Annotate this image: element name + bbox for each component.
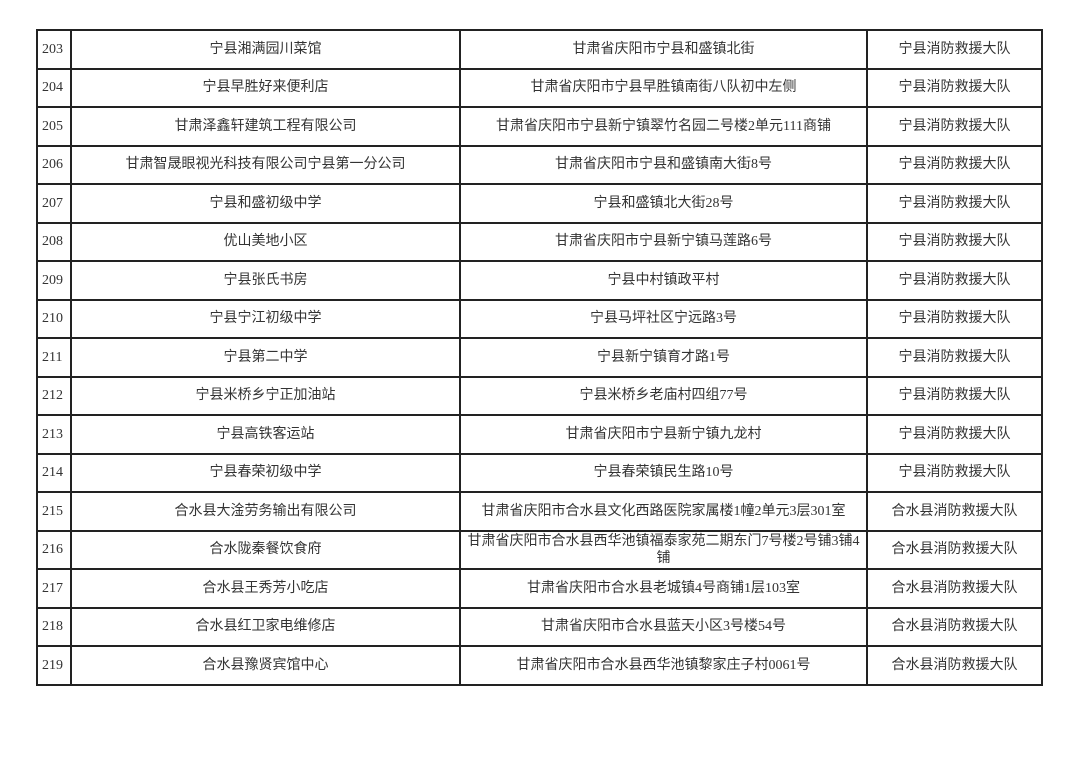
row-number-cell: 210 [36, 298, 72, 339]
unit-name-cell: 宁县早胜好来便利店 [70, 67, 461, 108]
unit-name-cell: 宁县宁江初级中学 [70, 298, 461, 339]
table-body: 203 宁县湘满园川菜馆 甘肃省庆阳市宁县和盛镇北街 宁县消防救援大队 204 宁县早胜好… [36, 29, 1043, 686]
fire-brigade-cell: 宁县消防救援大队 [866, 29, 1043, 70]
table-row: 214 宁县春荣初级中学 宁县春荣镇民生路10号 宁县消防救援大队 [36, 452, 1043, 493]
table-row: 207 宁县和盛初级中学 宁县和盛镇北大街28号 宁县消防救援大队 [36, 183, 1043, 224]
unit-address-cell: 甘肃省庆阳市宁县新宁镇翠竹名园二号楼2单元111商铺 [459, 106, 868, 147]
unit-address-cell: 甘肃省庆阳市宁县和盛镇南大街8号 [459, 144, 868, 185]
table-row: 209 宁县张氏书房 宁县中村镇政平村 宁县消防救援大队 [36, 260, 1043, 301]
row-number-cell: 218 [36, 606, 72, 647]
unit-name-cell: 合水县红卫家电维修店 [70, 606, 461, 647]
fire-brigade-cell: 宁县消防救援大队 [866, 414, 1043, 455]
unit-name-cell: 宁县湘满园川菜馆 [70, 29, 461, 70]
row-number-cell: 205 [36, 106, 72, 147]
unit-name-cell: 宁县第二中学 [70, 337, 461, 378]
row-number-cell: 213 [36, 414, 72, 455]
unit-name-cell: 合水陇秦餐饮食府 [70, 529, 461, 570]
table-row: 208 优山美地小区 甘肃省庆阳市宁县新宁镇马莲路6号 宁县消防救援大队 [36, 221, 1043, 262]
table-row: 203 宁县湘满园川菜馆 甘肃省庆阳市宁县和盛镇北街 宁县消防救援大队 [36, 29, 1043, 70]
table-row: 212 宁县米桥乡宁正加油站 宁县米桥乡老庙村四组77号 宁县消防救援大队 [36, 375, 1043, 416]
fire-brigade-cell: 合水县消防救援大队 [866, 529, 1043, 570]
table-row: 213 宁县高铁客运站 甘肃省庆阳市宁县新宁镇九龙村 宁县消防救援大队 [36, 414, 1043, 455]
row-number-cell: 207 [36, 183, 72, 224]
unit-address-cell: 宁县新宁镇育才路1号 [459, 337, 868, 378]
fire-brigade-cell: 合水县消防救援大队 [866, 568, 1043, 609]
row-number-cell: 211 [36, 337, 72, 378]
unit-name-cell: 合水县大淦劳务输出有限公司 [70, 491, 461, 532]
row-number-cell: 204 [36, 67, 72, 108]
unit-address-cell: 甘肃省庆阳市宁县早胜镇南街八队初中左侧 [459, 67, 868, 108]
unit-name-cell: 合水县王秀芳小吃店 [70, 568, 461, 609]
fire-brigade-cell: 合水县消防救援大队 [866, 645, 1043, 686]
row-number-cell: 215 [36, 491, 72, 532]
fire-brigade-cell: 宁县消防救援大队 [866, 221, 1043, 262]
unit-address-cell: 宁县马坪社区宁远路3号 [459, 298, 868, 339]
unit-name-cell: 甘肃泽鑫轩建筑工程有限公司 [70, 106, 461, 147]
table-row: 206 甘肃智晟眼视光科技有限公司宁县第一分公司 甘肃省庆阳市宁县和盛镇南大街8号宁… [36, 144, 1043, 185]
unit-name-cell: 宁县高铁客运站 [70, 414, 461, 455]
table-row: 216 合水陇秦餐饮食府 甘肃省庆阳市合水县西华池镇福泰家苑二期东门7号楼2号铺3铺… [36, 529, 1043, 570]
unit-name-cell: 合水县豫贤宾馆中心 [70, 645, 461, 686]
unit-name-cell: 宁县和盛初级中学 [70, 183, 461, 224]
unit-name-cell: 宁县春荣初级中学 [70, 452, 461, 493]
row-number-cell: 216 [36, 529, 72, 570]
row-number-cell: 219 [36, 645, 72, 686]
unit-address-cell: 宁县和盛镇北大街28号 [459, 183, 868, 224]
fire-brigade-cell: 宁县消防救援大队 [866, 67, 1043, 108]
fire-brigade-cell: 宁县消防救援大队 [866, 452, 1043, 493]
fire-brigade-cell: 宁县消防救援大队 [866, 298, 1043, 339]
unit-address-cell: 甘肃省庆阳市合水县蓝天小区3号楼54号 [459, 606, 868, 647]
row-number-cell: 214 [36, 452, 72, 493]
unit-address-cell: 甘肃省庆阳市合水县西华池镇黎家庄子村0061号 [459, 645, 868, 686]
table-row: 217 合水县王秀芳小吃店 甘肃省庆阳市合水县老城镇4号商铺1层103室 合水县消防救… [36, 568, 1043, 609]
unit-address-cell: 甘肃省庆阳市合水县老城镇4号商铺1层103室 [459, 568, 868, 609]
fire-brigade-cell: 宁县消防救援大队 [866, 375, 1043, 416]
fire-brigade-cell: 宁县消防救援大队 [866, 183, 1043, 224]
fire-brigade-cell: 合水县消防救援大队 [866, 606, 1043, 647]
row-number-cell: 212 [36, 375, 72, 416]
unit-address-cell: 甘肃省庆阳市宁县和盛镇北街 [459, 29, 868, 70]
table-row: 205 甘肃泽鑫轩建筑工程有限公司 甘肃省庆阳市宁县新宁镇翠竹名园二号楼2单元111… [36, 106, 1043, 147]
unit-address-cell: 甘肃省庆阳市宁县新宁镇九龙村 [459, 414, 868, 455]
row-number-cell: 208 [36, 221, 72, 262]
fire-brigade-cell: 合水县消防救援大队 [866, 491, 1043, 532]
unit-address-cell: 甘肃省庆阳市合水县西华池镇福泰家苑二期东门7号楼2号铺3铺4铺 [459, 529, 868, 570]
unit-name-cell: 宁县米桥乡宁正加油站 [70, 375, 461, 416]
unit-name-cell: 甘肃智晟眼视光科技有限公司宁县第一分公司 [70, 144, 461, 185]
unit-address-cell: 甘肃省庆阳市宁县新宁镇马莲路6号 [459, 221, 868, 262]
unit-list-table: 203 宁县湘满园川菜馆 甘肃省庆阳市宁县和盛镇北街 宁县消防救援大队 204 宁县早胜好… [36, 29, 1043, 686]
table-row: 219 合水县豫贤宾馆中心 甘肃省庆阳市合水县西华池镇黎家庄子村0061号 合水县消防… [36, 645, 1043, 686]
fire-brigade-cell: 宁县消防救援大队 [866, 260, 1043, 301]
table-row: 204 宁县早胜好来便利店 甘肃省庆阳市宁县早胜镇南街八队初中左侧 宁县消防救援大队 [36, 67, 1043, 108]
fire-brigade-cell: 宁县消防救援大队 [866, 144, 1043, 185]
unit-address-cell: 甘肃省庆阳市合水县文化西路医院家属楼1幢2单元3层301室 [459, 491, 868, 532]
unit-name-cell: 优山美地小区 [70, 221, 461, 262]
row-number-cell: 217 [36, 568, 72, 609]
table-row: 210 宁县宁江初级中学 宁县马坪社区宁远路3号 宁县消防救援大队 [36, 298, 1043, 339]
unit-name-cell: 宁县张氏书房 [70, 260, 461, 301]
row-number-cell: 209 [36, 260, 72, 301]
table-row: 218 合水县红卫家电维修店 甘肃省庆阳市合水县蓝天小区3号楼54号 合水县消防救援大… [36, 606, 1043, 647]
unit-address-cell: 宁县中村镇政平村 [459, 260, 868, 301]
fire-brigade-cell: 宁县消防救援大队 [866, 337, 1043, 378]
table-row: 211 宁县第二中学 宁县新宁镇育才路1号 宁县消防救援大队 [36, 337, 1043, 378]
unit-address-cell: 宁县春荣镇民生路10号 [459, 452, 868, 493]
fire-brigade-cell: 宁县消防救援大队 [866, 106, 1043, 147]
row-number-cell: 206 [36, 144, 72, 185]
table-row: 215 合水县大淦劳务输出有限公司 甘肃省庆阳市合水县文化西路医院家属楼1幢2单元3… [36, 491, 1043, 532]
unit-address-cell: 宁县米桥乡老庙村四组77号 [459, 375, 868, 416]
row-number-cell: 203 [36, 29, 72, 70]
